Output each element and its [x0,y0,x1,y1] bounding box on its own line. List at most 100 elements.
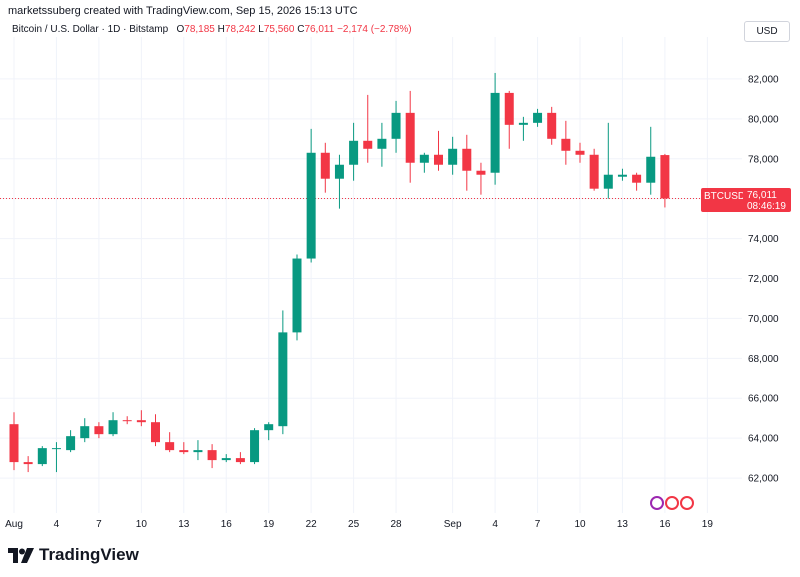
candle-body [334,164,344,179]
candle-body [547,112,557,139]
time-tick-label: 25 [348,519,360,530]
event-icon[interactable] [650,496,664,510]
candle-body [193,450,203,453]
candle[interactable] [363,94,373,163]
candle[interactable] [632,172,642,191]
close-value: 76,011 [304,24,335,35]
candle-body [349,140,359,165]
candle[interactable] [561,120,571,165]
candle[interactable] [575,142,585,163]
currency-button[interactable]: USD [744,21,790,42]
candle[interactable] [23,456,33,473]
candle[interactable] [306,128,316,263]
candle[interactable] [434,130,443,171]
candle[interactable] [490,72,500,185]
time-tick-label: Aug [5,519,23,530]
candle-body [80,426,90,439]
candle[interactable] [94,422,104,439]
candle-body [363,140,373,149]
symbol-legend[interactable]: Bitcoin / U.S. Dollar · 1D · Bitstamp O7… [12,24,412,35]
candle[interactable] [476,162,486,195]
candle[interactable] [391,100,401,153]
candle-body [51,448,61,450]
candle[interactable] [646,126,656,195]
candle[interactable] [660,153,670,208]
us-flag-icon[interactable] [665,496,679,510]
candle[interactable] [334,154,344,209]
candle[interactable] [320,142,330,193]
candle[interactable] [235,452,245,465]
candle[interactable] [179,442,189,455]
candle[interactable] [419,152,429,173]
candle-body [504,92,514,125]
candle-body [94,426,104,435]
candle-body [646,156,656,183]
candle[interactable] [504,90,514,149]
candle-body [37,448,47,465]
grid-lines [0,37,742,513]
candle[interactable] [207,444,217,469]
symbol-name: Bitcoin / U.S. Dollar · 1D · Bitstamp [12,24,169,35]
candle[interactable] [221,454,231,463]
candle-body [589,154,599,189]
time-tick-label: 10 [574,519,586,530]
candle[interactable] [462,134,472,191]
last-price-countdown: 08:46:19 [747,201,786,212]
candle[interactable] [264,422,274,441]
tradingview-logo[interactable]: TradingView [8,545,139,565]
candle[interactable] [603,122,613,199]
candle[interactable] [292,254,302,341]
candle-body [221,458,231,461]
candle-body [575,150,585,155]
candle[interactable] [349,122,359,181]
price-tick-label: 66,000 [748,394,779,405]
time-axis[interactable]: Aug 4 7 10 13 16 19 22 25 28 Sep 4 7 10 13 16 19 [5,519,713,530]
price-axis[interactable]: 62,000 64,000 66,000 68,000 70,000 72,000 74,0… [748,74,779,484]
candle-body [603,174,613,189]
last-price-axis-bg [743,188,791,212]
candle[interactable] [165,432,175,453]
price-tick-label: 74,000 [748,234,779,245]
candle-body [377,138,387,149]
candle[interactable] [589,148,599,191]
price-tick-label: 72,000 [748,274,779,285]
candle[interactable] [37,446,47,467]
time-tick-label: 4 [54,519,60,530]
candle[interactable] [51,442,61,473]
time-tick-label: 19 [263,519,275,530]
candle[interactable] [250,428,260,465]
candle[interactable] [377,122,387,167]
last-price-value: 76,011 [747,190,777,201]
event-markers[interactable] [650,496,695,510]
last-price-axis-tag: 76,011 08:46:19 [743,188,791,212]
candles[interactable] [9,72,670,473]
price-tick-label: 68,000 [748,354,779,365]
candle[interactable] [151,414,160,447]
time-tick-label: 19 [702,519,714,530]
candle[interactable] [405,90,415,183]
high-value: 78,242 [224,24,256,35]
candle[interactable] [108,412,118,437]
candle[interactable] [136,410,146,427]
candle[interactable] [518,116,528,141]
candle[interactable] [617,168,627,181]
candle[interactable] [533,108,543,127]
time-tick-label: 22 [306,519,318,530]
candle[interactable] [80,418,90,443]
price-tick-label: 78,000 [748,154,779,165]
candle-body [179,450,189,453]
candle[interactable] [9,412,19,471]
candle[interactable] [547,106,557,145]
price-tick-label: 82,000 [748,74,779,85]
candle[interactable] [122,416,132,425]
candle-body [207,450,217,461]
us-flag-icon[interactable] [680,496,694,510]
candle[interactable] [66,430,76,453]
candle[interactable] [448,136,458,175]
candle-body [617,174,627,177]
candle[interactable] [278,310,288,435]
price-tick-label: 70,000 [748,314,779,325]
time-tick-label: 7 [535,519,541,530]
candle[interactable] [193,440,203,461]
